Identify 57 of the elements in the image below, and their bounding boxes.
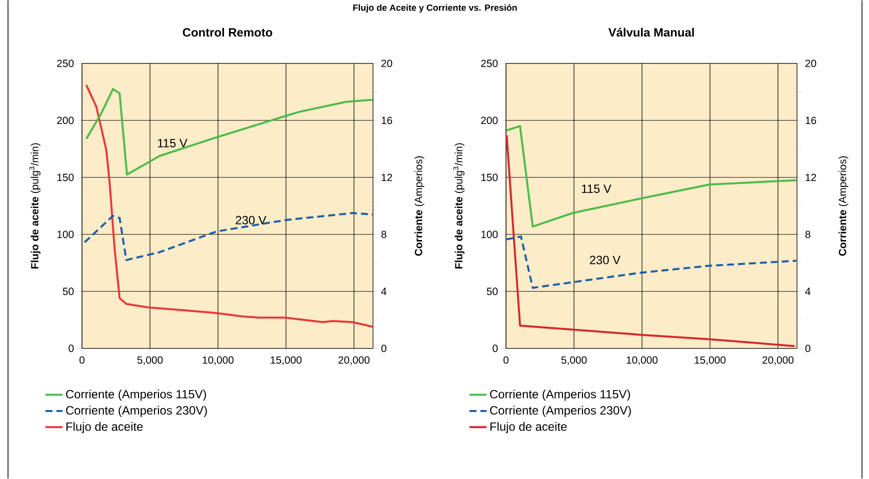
- line-series: [506, 134, 796, 348]
- y-tick-label: 250: [57, 60, 74, 68]
- y-tick-label: 50: [62, 288, 74, 296]
- y2-tick-label: 12: [382, 174, 392, 182]
- y2-tick-label: 4: [805, 288, 810, 296]
- y2-axis-title: Corriente (Amperios): [838, 156, 848, 256]
- y-tick-label: 0: [68, 344, 74, 352]
- y-axis-title: Flujo de aceite (pulg$^{3}$/min): [29, 143, 40, 269]
- line-series: [85, 88, 374, 176]
- y-tick-label: 200: [57, 116, 74, 124]
- y2-axis-title: Corriente (Amperios): [414, 156, 424, 256]
- y2-tick-label: 8: [381, 230, 386, 238]
- y-axis-title: Flujo de aceite (pulg$^{3}$/min): [453, 143, 464, 269]
- y-tick-label: 100: [57, 230, 74, 238]
- y2-tick-label: 20: [805, 60, 816, 68]
- y2-tick-label: 20: [381, 60, 392, 68]
- x-tick-label: 20,000: [338, 356, 370, 366]
- text: Flujo de Aceite y Corriente vs. Presión: [353, 4, 517, 13]
- annotation: 115 V: [582, 184, 612, 194]
- x-tick-label: 5,000: [561, 356, 587, 366]
- legend-label: Corriente (Amperios 115V): [490, 390, 630, 401]
- x-tick-label: 5,000: [137, 356, 163, 366]
- y-tick-label: 150: [57, 174, 74, 182]
- line-series: [84, 212, 374, 262]
- y-tick-label: 250: [481, 60, 498, 68]
- chart-title: Control Remoto: [182, 28, 272, 37]
- x-tick-label: 15,000: [694, 356, 726, 366]
- y-tick-label: 100: [481, 230, 498, 238]
- x-tick-label: 15,000: [270, 356, 302, 366]
- annotation: 115 V: [158, 139, 188, 148]
- y2-tick-label: 4: [381, 288, 386, 296]
- y-tick-label: 50: [486, 288, 498, 296]
- y2-tick-label: 12: [806, 174, 816, 182]
- x-tick-label: 10,000: [202, 356, 234, 366]
- x-tick-label: 10,000: [626, 356, 658, 366]
- y2-tick-label: 8: [805, 230, 810, 238]
- y2-tick-label: 16: [806, 116, 816, 124]
- legend-label: Flujo de aceite: [490, 422, 567, 434]
- x-tick-label: 0: [504, 356, 509, 364]
- legend-label: Corriente (Amperios 230V): [66, 406, 207, 418]
- y-tick-label: 0: [492, 344, 498, 352]
- y-tick-label: 150: [481, 174, 498, 182]
- legend-label: Flujo de aceite: [66, 422, 143, 434]
- y2-tick-label: 0: [381, 344, 386, 352]
- annotation: 230 V: [590, 256, 620, 264]
- line-series: [506, 236, 798, 289]
- chart-title: Válvula Manual: [608, 28, 694, 37]
- y2-tick-label: 16: [382, 116, 392, 124]
- x-tick-label: 20,000: [762, 356, 794, 366]
- y-tick-label: 200: [481, 116, 498, 124]
- y2-tick-label: 0: [805, 344, 810, 352]
- annotation: 230 V: [236, 216, 266, 224]
- x-tick-label: 0: [80, 356, 85, 364]
- line-series: [85, 84, 374, 328]
- legend-label: Corriente (Amperios 230V): [490, 406, 631, 418]
- legend-label: Corriente (Amperios 115V): [66, 390, 206, 401]
- line-series: [506, 125, 798, 228]
